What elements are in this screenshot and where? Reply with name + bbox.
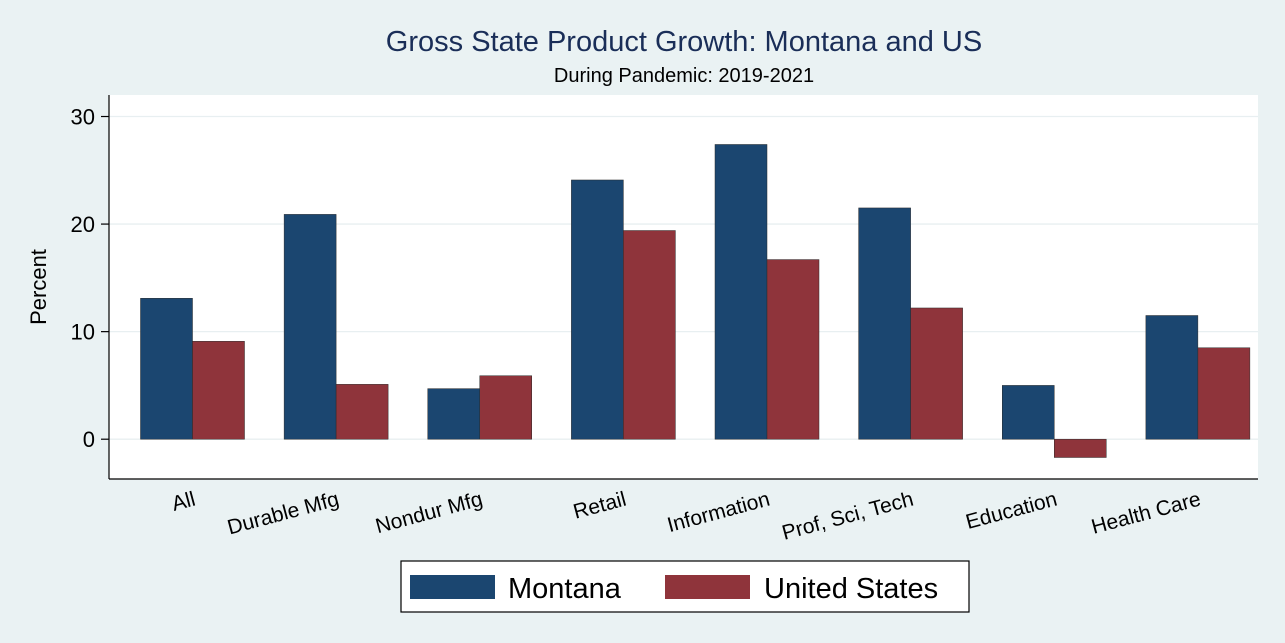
bar-united-states-7 <box>1197 347 1251 440</box>
y-ticks: 0 10 20 30 <box>71 105 109 452</box>
x-tick-label: Education <box>963 488 1059 534</box>
bars <box>140 144 1251 458</box>
x-tick-label: All <box>169 488 198 516</box>
bar-montana-0 <box>140 298 193 440</box>
x-tick-label: Nondur Mfg <box>373 488 485 539</box>
bar-montana-3 <box>571 179 624 440</box>
chart-subtitle: During Pandemic: 2019-2021 <box>554 65 814 87</box>
bar-united-states-5 <box>910 307 963 440</box>
legend-swatch-united-states <box>665 575 750 599</box>
plot-area <box>109 95 1258 479</box>
y-tick-label: 10 <box>71 320 95 345</box>
bar-montana-1 <box>283 214 337 440</box>
bar-montana-5 <box>858 207 911 440</box>
bar-united-states-2 <box>479 375 532 440</box>
bar-montana-4 <box>714 144 768 440</box>
bar-united-states-0 <box>192 341 245 440</box>
chart-title: Gross State Product Growth: Montana and … <box>386 26 982 58</box>
bar-montana-7 <box>1145 315 1199 440</box>
legend-label-montana: Montana <box>508 573 622 605</box>
legend: Montana United States <box>400 560 970 613</box>
bar-montana-6 <box>1002 385 1055 440</box>
x-tick-label: Retail <box>571 488 629 524</box>
bar-united-states-3 <box>623 230 676 440</box>
legend-label-united-states: United States <box>764 573 938 605</box>
y-tick-label: 20 <box>71 212 95 237</box>
y-axis-label: Percent <box>26 249 51 325</box>
bar-united-states-1 <box>335 384 389 440</box>
legend-swatch-montana <box>410 575 495 599</box>
bar-united-states-6 <box>1054 438 1107 458</box>
x-tick-label: Health Care <box>1089 488 1203 539</box>
bar-montana-2 <box>427 388 480 440</box>
x-tick-label: Prof, Sci, Tech <box>780 488 916 545</box>
y-tick-label: 30 <box>71 105 95 130</box>
x-tick-label: Information <box>665 488 772 537</box>
x-tick-label: Durable Mfg <box>225 488 341 540</box>
bar-united-states-4 <box>766 259 820 440</box>
x-ticks: All Durable Mfg Nondur Mfg Retail Informatio… <box>169 488 1203 545</box>
y-tick-label: 0 <box>83 427 95 452</box>
